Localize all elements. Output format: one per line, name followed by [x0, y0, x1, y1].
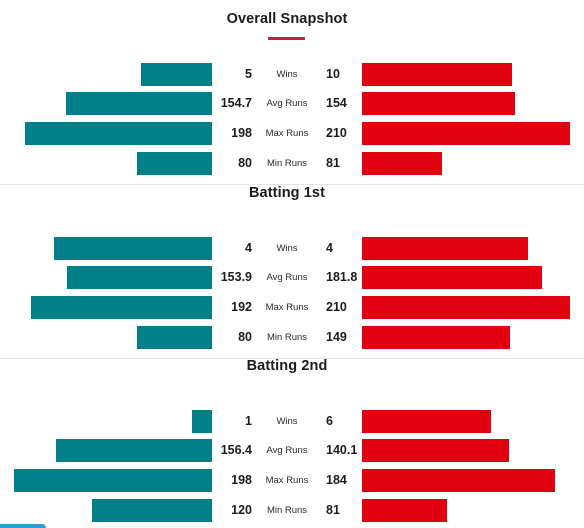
metric-label: Avg Runs: [266, 272, 308, 283]
team-a-value: 198: [231, 126, 252, 140]
team-b-bar: [362, 410, 491, 433]
team-b-value: 81: [326, 156, 340, 170]
team-b-value: 10: [326, 67, 340, 81]
team-a-value: 198: [231, 473, 252, 487]
team-a-value: 153.9: [220, 270, 252, 284]
team-a-bar: [137, 152, 212, 175]
team-b-bar: [362, 499, 447, 522]
team-b-value: 149: [326, 330, 347, 344]
team-a-bar: [54, 237, 212, 260]
team-b-bar: [362, 122, 570, 145]
team-b-value: 81: [326, 503, 340, 517]
team-a-value: 80: [238, 156, 252, 170]
metric-label: Avg Runs: [266, 445, 308, 456]
team-a-value: 154.7: [220, 96, 252, 110]
team-b-bar: [362, 296, 570, 319]
team-a-bar: [14, 469, 212, 492]
team-b-value: 6: [326, 414, 333, 428]
section-title: Batting 1st: [248, 185, 326, 201]
title-accent-line: [268, 37, 305, 40]
section-title: Batting 2nd: [246, 358, 328, 374]
team-b-value: 4: [326, 241, 333, 255]
team-a-value: 156.4: [220, 443, 252, 457]
team-b-value: 184: [326, 473, 347, 487]
section-divider: [0, 184, 584, 185]
team-a-bar: [141, 63, 212, 86]
team-b-value: 154: [326, 96, 347, 110]
team-a-bar: [66, 92, 212, 115]
team-b-value: 140.1: [326, 443, 358, 457]
team-b-bar: [362, 469, 555, 492]
metric-label: Wins: [276, 69, 298, 80]
metric-label: Max Runs: [265, 475, 309, 486]
metric-label: Max Runs: [265, 302, 309, 313]
team-a-bar: [25, 122, 212, 145]
team-a-bar: [67, 266, 212, 289]
team-b-bar: [362, 439, 509, 462]
team-b-bar: [362, 152, 442, 175]
team-b-bar: [362, 326, 510, 349]
team-a-bar: [92, 499, 212, 522]
team-a-value: 192: [231, 300, 252, 314]
team-a-value: 1: [245, 414, 252, 428]
metric-label: Avg Runs: [266, 98, 308, 109]
metric-label: Max Runs: [265, 128, 309, 139]
metric-label: Wins: [276, 243, 298, 254]
team-b-bar: [362, 266, 542, 289]
team-a-value: 4: [245, 241, 252, 255]
metric-label: Min Runs: [266, 332, 308, 343]
team-a-value: 5: [245, 67, 252, 81]
section-divider: [0, 358, 584, 359]
team-b-bar: [362, 92, 515, 115]
team-a-bar: [192, 410, 212, 433]
corner-widget-edge[interactable]: [0, 524, 46, 528]
team-b-bar: [362, 63, 512, 86]
metric-label: Wins: [276, 416, 298, 427]
team-a-bar: [56, 439, 212, 462]
team-b-bar: [362, 237, 528, 260]
metric-label: Min Runs: [266, 158, 308, 169]
team-a-bar: [31, 296, 212, 319]
team-b-value: 210: [326, 126, 347, 140]
metric-label: Min Runs: [266, 505, 308, 516]
team-b-value: 210: [326, 300, 347, 314]
section-title: Overall Snapshot: [226, 11, 348, 27]
team-a-bar: [137, 326, 212, 349]
team-b-value: 181.8: [326, 270, 358, 284]
team-a-value: 80: [238, 330, 252, 344]
team-a-value: 120: [231, 503, 252, 517]
